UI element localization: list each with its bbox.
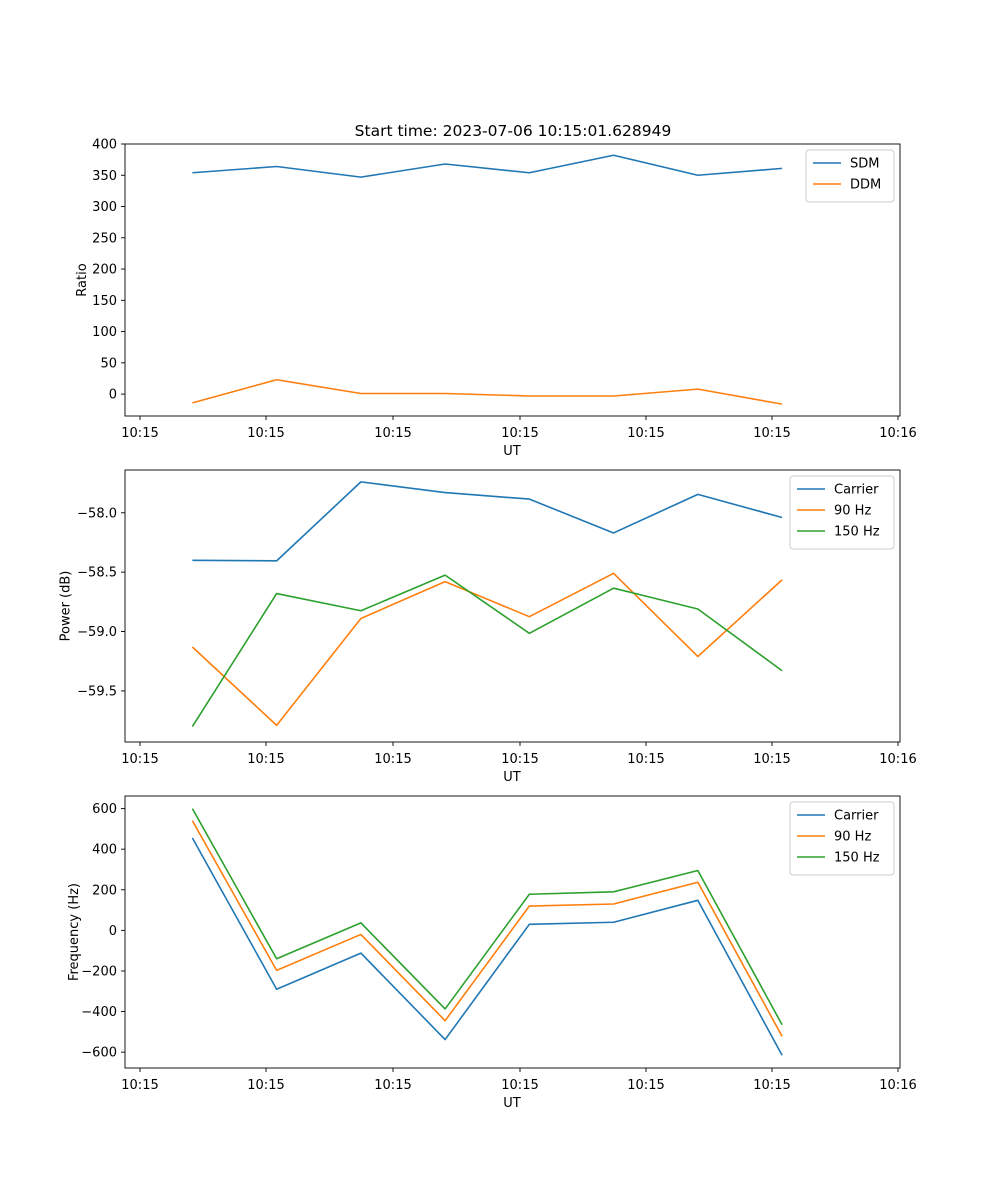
legend: Carrier 90 Hz 150 Hz bbox=[789, 475, 895, 550]
legend-label: Carrier bbox=[834, 809, 879, 824]
axes-frame bbox=[124, 143, 901, 417]
y-tick-label: 350 bbox=[92, 169, 117, 184]
legend-label: Carrier bbox=[834, 483, 879, 498]
y-tick-label: −58.5 bbox=[77, 566, 117, 581]
x-tick-label: 10:15 bbox=[627, 426, 664, 441]
x-tick-label: 10:15 bbox=[121, 426, 158, 441]
y-tick-label: −400 bbox=[81, 1005, 117, 1020]
chart-panel-2: 10:15 10:15 10:15 10:15 10:15 10:15 10:16 UT −58… bbox=[59, 469, 917, 785]
y-tick-label: 0 bbox=[109, 924, 117, 939]
x-tick-label: 10:16 bbox=[879, 1078, 916, 1093]
y-axis-label: Frequency (Hz) bbox=[67, 883, 82, 981]
legend-label: 150 Hz bbox=[834, 851, 880, 866]
y-tick-label: −59.5 bbox=[77, 684, 117, 699]
legend-label: SDM bbox=[850, 157, 879, 172]
y-tick-label: 300 bbox=[92, 200, 117, 215]
x-tick-label: 10:15 bbox=[753, 426, 790, 441]
x-axis-label: UT bbox=[503, 770, 521, 785]
x-tick-label: 10:15 bbox=[247, 1078, 284, 1093]
y-tick-label: 200 bbox=[92, 883, 117, 898]
x-axis-label: UT bbox=[503, 444, 521, 459]
x-tick-label: 10:15 bbox=[753, 1078, 790, 1093]
series-line-ddm bbox=[192, 378, 783, 405]
x-axis-label: UT bbox=[503, 1096, 521, 1111]
chart-panel-3: 10:15 10:15 10:15 10:15 10:15 10:15 10:16 UT 600… bbox=[67, 795, 917, 1111]
y-tick-label: −58.0 bbox=[77, 506, 117, 521]
series-line-sdm bbox=[192, 154, 783, 178]
y-tick-label: 250 bbox=[92, 231, 117, 246]
legend-label: 90 Hz bbox=[834, 504, 871, 519]
x-tick-label: 10:15 bbox=[627, 752, 664, 767]
x-tick-label: 10:15 bbox=[753, 752, 790, 767]
x-tick-label: 10:15 bbox=[374, 1078, 411, 1093]
y-tick-label: −200 bbox=[81, 964, 117, 979]
y-tick-label: 150 bbox=[92, 294, 117, 309]
y-tick-label: 400 bbox=[92, 843, 117, 858]
chart-panel-1: 10:15 10:15 10:15 10:15 10:15 10:15 10:16 UT 0 50… bbox=[75, 138, 917, 460]
series-line-90-hz bbox=[191, 820, 783, 1037]
legend-label: 150 Hz bbox=[834, 525, 880, 540]
y-axis-label: Ratio bbox=[75, 263, 90, 296]
x-tick-label: 10:15 bbox=[121, 1078, 158, 1093]
x-tick-label: 10:15 bbox=[501, 426, 538, 441]
series-line-carrier bbox=[192, 481, 783, 562]
series-line-carrier bbox=[191, 837, 783, 1056]
figure-title: Start time: 2023-07-06 10:15:01.628949 bbox=[355, 122, 672, 140]
series-line-150-hz bbox=[191, 574, 783, 727]
y-tick-label: 200 bbox=[92, 263, 117, 278]
y-tick-label: 100 bbox=[92, 325, 117, 340]
x-tick-label: 10:15 bbox=[627, 1078, 664, 1093]
axes-frame bbox=[124, 469, 901, 743]
panels: 10:15 10:15 10:15 10:15 10:15 10:15 10:16 UT 0 50… bbox=[59, 138, 917, 1112]
axes-frame bbox=[124, 795, 901, 1069]
y-tick-label: 400 bbox=[92, 138, 117, 153]
y-tick-label: −59.0 bbox=[77, 625, 117, 640]
series-line-90-hz bbox=[191, 572, 783, 727]
y-tick-label: −600 bbox=[81, 1046, 117, 1061]
x-tick-label: 10:15 bbox=[247, 426, 284, 441]
x-tick-label: 10:15 bbox=[501, 1078, 538, 1093]
legend: Carrier 90 Hz 150 Hz bbox=[789, 801, 895, 876]
y-tick-label: 0 bbox=[109, 388, 117, 403]
legend-label: DDM bbox=[850, 178, 881, 193]
x-tick-label: 10:16 bbox=[879, 426, 916, 441]
x-tick-label: 10:16 bbox=[879, 752, 916, 767]
y-tick-label: 50 bbox=[100, 356, 117, 371]
x-tick-label: 10:15 bbox=[501, 752, 538, 767]
series-line-150-hz bbox=[191, 808, 783, 1026]
legend: SDM DDM bbox=[805, 149, 895, 203]
y-axis-label: Power (dB) bbox=[59, 571, 74, 642]
x-tick-label: 10:15 bbox=[374, 426, 411, 441]
x-tick-label: 10:15 bbox=[247, 752, 284, 767]
y-tick-label: 600 bbox=[92, 802, 117, 817]
x-tick-label: 10:15 bbox=[374, 752, 411, 767]
legend-label: 90 Hz bbox=[834, 830, 871, 845]
x-tick-label: 10:15 bbox=[121, 752, 158, 767]
